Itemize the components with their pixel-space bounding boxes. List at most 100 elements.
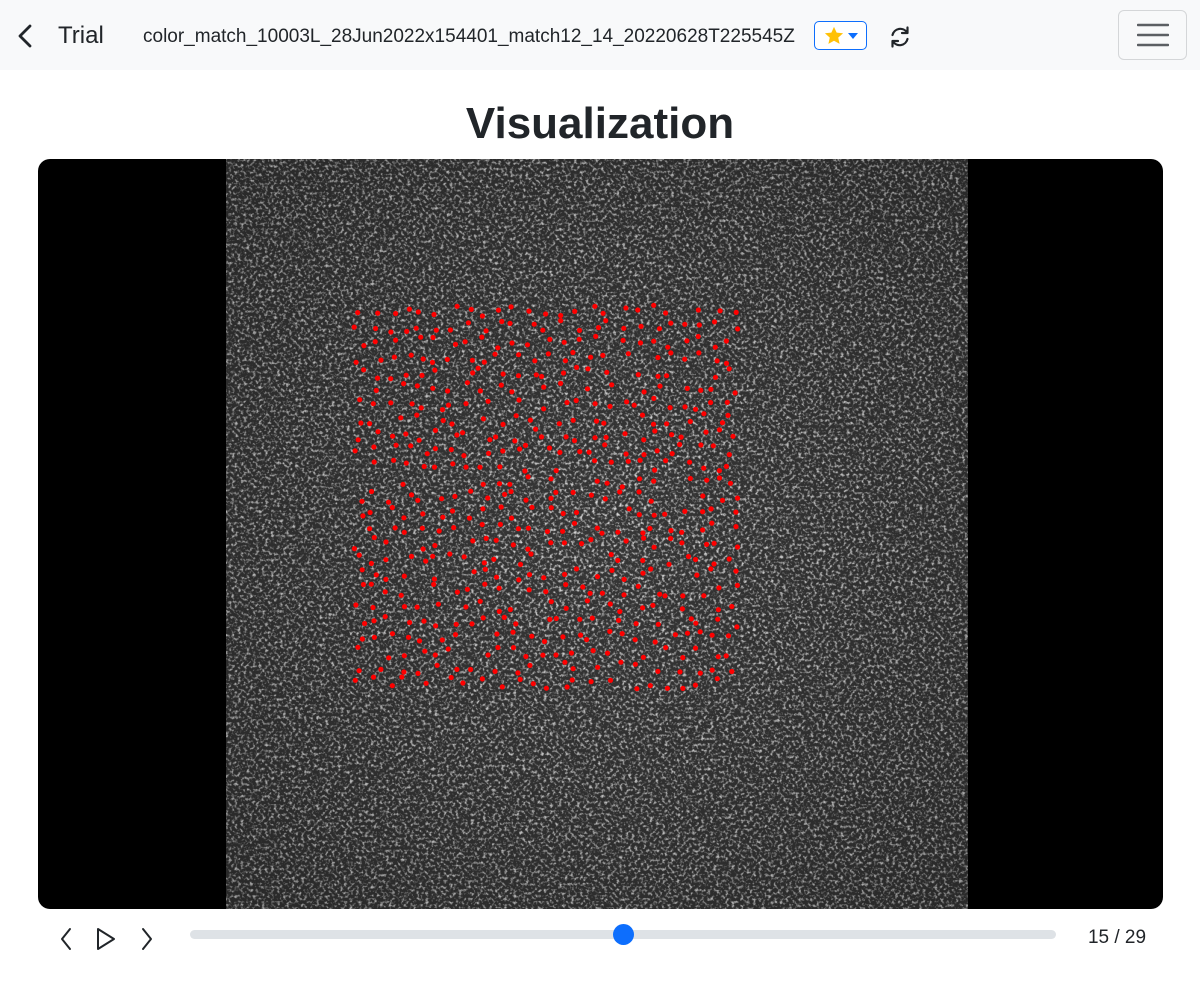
refresh-button[interactable] [886, 23, 913, 50]
cone-marker [662, 593, 668, 599]
cone-marker [589, 615, 595, 621]
play-button[interactable] [91, 924, 121, 954]
cone-marker [400, 481, 406, 487]
cone-marker [371, 444, 377, 450]
menu-toggle-button[interactable] [1118, 10, 1187, 60]
cone-marker [526, 308, 532, 314]
cone-marker [373, 572, 379, 578]
cone-marker [590, 648, 596, 654]
cone-marker [431, 311, 437, 318]
cone-marker [431, 581, 437, 587]
cone-marker [454, 303, 460, 309]
cone-marker [498, 504, 504, 510]
cone-marker [409, 401, 415, 407]
cone-marker [368, 581, 374, 587]
cone-marker [415, 670, 421, 676]
cone-marker [357, 397, 363, 403]
cone-marker [601, 420, 607, 426]
cone-marker [414, 412, 420, 418]
cone-marker [423, 558, 429, 564]
cone-marker [672, 632, 679, 638]
cone-marker [732, 390, 738, 396]
cone-marker [562, 659, 568, 665]
cone-marker [587, 590, 593, 596]
cone-marker [421, 463, 427, 470]
cone-marker [604, 650, 611, 656]
cone-marker [439, 637, 445, 643]
cone-marker [533, 372, 539, 378]
cone-marker [729, 603, 735, 610]
frame-slider-thumb[interactable] [613, 924, 634, 945]
cone-marker [543, 685, 549, 691]
cone-marker [734, 582, 741, 588]
cone-marker [548, 476, 554, 482]
cone-marker [532, 358, 538, 364]
cone-marker [361, 343, 367, 349]
cone-marker [734, 624, 740, 630]
cone-markers [351, 302, 741, 692]
cone-marker [468, 666, 474, 673]
cone-marker [416, 638, 423, 644]
cone-marker [578, 632, 584, 638]
cone-marker [389, 683, 395, 689]
cone-marker [469, 357, 475, 363]
cone-marker [367, 509, 373, 516]
cone-marker [404, 328, 410, 334]
cone-marker [420, 356, 426, 362]
cone-marker [356, 668, 362, 674]
cone-marker [470, 370, 476, 376]
cone-marker [516, 577, 522, 583]
cone-marker [592, 458, 598, 464]
next-frame-button[interactable] [132, 924, 162, 954]
cone-marker [486, 450, 492, 456]
cone-marker [464, 380, 470, 386]
cone-marker [677, 441, 683, 448]
cone-marker [592, 303, 598, 309]
cone-marker [510, 645, 517, 651]
frame-slider[interactable] [190, 924, 1056, 945]
cone-marker [641, 437, 647, 443]
cone-marker [621, 576, 627, 582]
cone-marker [603, 318, 609, 324]
cone-marker [655, 373, 661, 379]
cone-marker [700, 509, 706, 515]
cone-marker [553, 489, 559, 495]
previous-frame-button[interactable] [51, 924, 81, 954]
cone-marker [709, 520, 715, 526]
cone-marker [664, 685, 671, 691]
cone-marker [515, 373, 522, 379]
cone-marker [447, 551, 453, 557]
cone-marker [419, 372, 425, 378]
cone-marker [479, 334, 485, 340]
cone-marker [561, 540, 568, 546]
cone-marker [444, 356, 450, 362]
cone-marker [516, 397, 522, 403]
cone-marker [684, 338, 690, 344]
cone-marker [680, 685, 686, 692]
cone-marker [413, 325, 419, 331]
cone-marker [355, 437, 361, 443]
cone-marker [607, 403, 613, 409]
cone-marker [528, 551, 534, 557]
cone-marker [708, 399, 714, 406]
cone-marker [726, 556, 732, 562]
favorite-dropdown-button[interactable] [814, 21, 867, 50]
cone-marker [367, 526, 373, 532]
cone-marker [480, 481, 486, 487]
back-button[interactable] [10, 20, 40, 52]
cone-marker [680, 655, 686, 661]
cone-marker [665, 344, 671, 350]
cone-marker [355, 644, 361, 650]
cone-marker [353, 359, 359, 365]
cone-marker [389, 631, 396, 637]
cone-marker [608, 459, 614, 465]
cone-marker [651, 302, 657, 308]
cone-marker [692, 406, 699, 412]
cone-marker [351, 546, 357, 552]
cone-marker [371, 459, 377, 465]
cone-marker [712, 374, 719, 380]
cone-marker [418, 405, 424, 411]
cone-marker [531, 321, 537, 327]
cone-marker [710, 443, 716, 449]
cone-marker [635, 583, 641, 589]
